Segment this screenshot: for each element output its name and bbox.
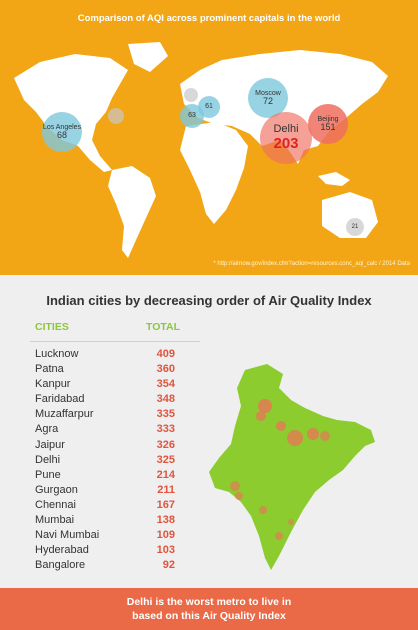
city-name: Delhi [35,453,61,466]
city-name: Navi Mumbai [35,529,100,542]
list-item: Mumbai 138 [35,514,175,529]
bubble-value: 68 [56,129,67,140]
north-america-shape [14,54,128,172]
bubble-delhi: Delhi 203 [260,112,312,164]
city-name: Faridabad [35,393,85,406]
column-header-total: TOTAL [146,321,181,333]
hotspot-marker [275,532,283,540]
column-header-cities: CITIES [35,321,69,333]
aqi-total: 103 [156,544,175,557]
city-name: Patna [35,363,64,376]
world-map-panel: Comparison of AQI across prominent capit… [0,0,418,275]
city-name: Chennai [35,498,76,511]
hotspot-marker [288,519,294,525]
aqi-total: 325 [156,453,175,466]
hotspot-marker [235,492,243,500]
aqi-total: 409 [156,348,175,360]
bubble-value: 61 [205,103,213,111]
list-item: Jaipur 326 [35,439,175,454]
city-name: Muzaffarpur [35,408,94,421]
footer-line-1: Delhi is the worst metro to live in [126,596,292,608]
list-item: Lucknow 409 [35,348,175,363]
source-note: * http://airnow.gov/index.cfm?action=res… [213,261,410,267]
hotspot-marker [256,411,266,421]
bubble-value: 72 [262,95,273,106]
city-name: Agra [35,423,59,436]
section-title: Indian cities by decreasing order of Air… [46,293,372,308]
header-divider [30,341,200,342]
bubble-beijing: Beijing 151 [308,104,348,144]
list-item: Bangalore 92 [35,559,175,574]
list-item: Patna 360 [35,363,175,378]
aqi-total: 109 [156,529,175,542]
bubble-city-label: Moscow [255,89,281,97]
aqi-total: 138 [156,514,175,527]
south-america-shape [108,166,156,258]
india-map [209,364,375,570]
bubble-los-angeles: Los Angeles 68 [42,112,82,152]
hotspot-marker [320,431,330,441]
list-item: Gurgaon 211 [35,484,175,499]
bubble-city-label: Delhi [273,123,299,136]
india-shape [209,364,375,570]
greenland-shape [128,42,168,72]
aqi-total: 211 [157,483,175,496]
hotspot-marker [307,428,319,440]
list-item: Hyderabad 103 [35,544,175,559]
bubble-australia: 21 [346,218,364,236]
bubble-small-na [108,108,124,124]
list-item: Delhi 325 [35,454,175,469]
city-name: Pune [35,468,61,481]
list-item: Faridabad 348 [35,393,175,408]
city-name: Kanpur [35,378,71,391]
aqi-total: 335 [156,408,175,421]
aqi-total: 92 [162,559,175,572]
bubble-city-label: Los Angeles [42,123,82,131]
bubble-city-label: Beijing [317,115,339,123]
aqi-total: 348 [156,393,175,406]
city-name: Hyderabad [35,544,89,557]
hotspot-marker [276,421,286,431]
aqi-city-list: Lucknow 409 Patna 360 Kanpur 354 Faridabad 3… [35,348,175,574]
africa-shape [180,122,248,224]
aqi-total: 360 [156,363,175,376]
bubble-europe-2: 61 [198,96,220,118]
list-item: Muzaffarpur 335 [35,408,175,423]
aqi-total: 326 [156,438,175,451]
aqi-total: 167 [156,498,175,511]
aqi-total: 214 [156,468,175,481]
hotspot-marker [258,399,272,413]
footer-line-2: based on this Air Quality Index [132,610,286,622]
aqi-total: 354 [156,378,175,391]
list-item: Pune 214 [35,469,175,484]
bubble-value: 21 [351,223,359,230]
bubble-value: 63 [188,112,196,120]
hotspot-marker [287,430,303,446]
city-name: Jaipur [35,438,65,451]
list-item: Agra 333 [35,423,175,438]
city-name: Gurgaon [35,483,78,496]
aqi-total: 333 [156,423,175,436]
hotspot-marker [230,481,240,491]
bubble-europe-3 [184,88,198,102]
bubble-value: 203 [273,134,299,152]
australia-shape [322,192,378,238]
map-title: Comparison of AQI across prominent capit… [77,13,341,24]
city-name: Bangalore [35,559,86,572]
list-item: Navi Mumbai 109 [35,529,175,544]
list-item: Chennai 167 [35,499,175,514]
city-name: Mumbai [35,514,75,527]
bubble-value: 151 [320,121,336,132]
hotspot-marker [259,506,267,514]
footer-banner: Delhi is the worst metro to live in base… [0,588,418,630]
islands-shape [318,172,350,186]
bubble-moscow: Moscow 72 [248,78,288,118]
list-item: Kanpur 354 [35,378,175,393]
city-name: Lucknow [35,348,79,360]
